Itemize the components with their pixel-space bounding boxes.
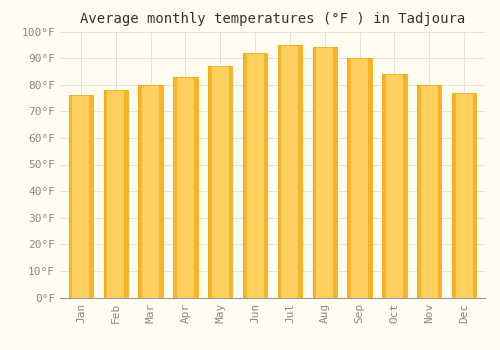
Bar xyxy=(312,48,316,298)
Bar xyxy=(382,74,386,298)
Bar xyxy=(208,66,212,298)
Bar xyxy=(124,90,128,298)
Bar xyxy=(264,53,268,298)
Bar xyxy=(403,74,406,298)
Bar xyxy=(229,66,232,298)
Bar xyxy=(382,74,406,298)
Bar xyxy=(452,93,456,298)
Title: Average monthly temperatures (°F ) in Tadjoura: Average monthly temperatures (°F ) in Ta… xyxy=(80,12,465,26)
Bar xyxy=(104,90,128,298)
Bar xyxy=(334,48,337,298)
Bar xyxy=(138,85,142,298)
Bar xyxy=(278,45,281,298)
Bar xyxy=(68,95,72,298)
Bar xyxy=(472,93,476,298)
Bar xyxy=(173,77,177,298)
Bar xyxy=(159,85,163,298)
Bar xyxy=(298,45,302,298)
Bar xyxy=(278,45,302,298)
Bar xyxy=(138,85,163,298)
Bar xyxy=(452,93,476,298)
Bar xyxy=(173,77,198,298)
Bar xyxy=(104,90,107,298)
Bar xyxy=(90,95,93,298)
Bar xyxy=(348,58,372,298)
Bar xyxy=(208,66,233,298)
Bar xyxy=(348,58,351,298)
Bar xyxy=(368,58,372,298)
Bar xyxy=(417,85,420,298)
Bar xyxy=(243,53,268,298)
Bar xyxy=(438,85,442,298)
Bar xyxy=(68,95,93,298)
Bar xyxy=(243,53,246,298)
Bar xyxy=(312,48,337,298)
Bar xyxy=(194,77,198,298)
Bar xyxy=(417,85,442,298)
